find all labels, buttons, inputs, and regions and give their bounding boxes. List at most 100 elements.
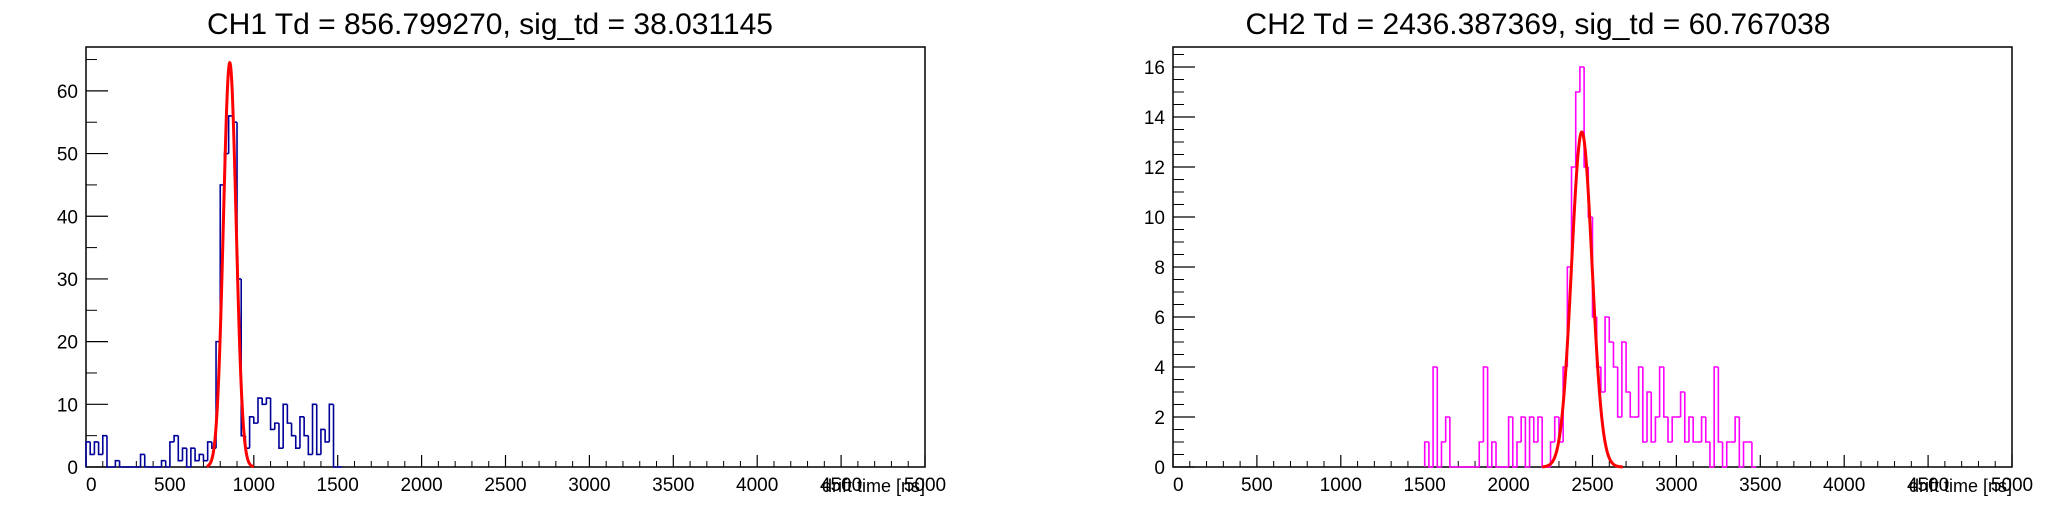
chart-ch2: CH2 Td = 2436.387369, sig_td = 60.767038… — [1144, 8, 2033, 496]
x-tick-label: 3000 — [1655, 475, 1697, 496]
x-tick-label: 4000 — [1823, 475, 1865, 496]
y-tick-label: 40 — [57, 207, 78, 228]
histogram-bin — [1642, 367, 1648, 443]
histogram-bin — [269, 398, 275, 431]
histogram-bin — [89, 441, 95, 456]
histogram-bin — [1516, 441, 1522, 467]
histogram-bin — [1688, 416, 1694, 442]
histogram-bin — [257, 397, 263, 424]
histogram-bin — [1658, 366, 1664, 417]
histogram-bin — [143, 454, 149, 468]
histogram-bin — [1482, 366, 1488, 442]
x-tick-label: 2500 — [484, 475, 526, 496]
y-tick-label: 14 — [1144, 108, 1166, 129]
x-tick-label: 2000 — [400, 475, 442, 496]
histogram-bin — [85, 441, 91, 467]
histogram-bin — [303, 416, 309, 437]
histogram-bin — [273, 422, 279, 430]
x-tick-label: 4500 — [1907, 475, 1949, 496]
gaussian-fit-curve — [206, 60, 255, 469]
histogram-bin — [1671, 416, 1677, 442]
histogram-bin — [169, 441, 175, 467]
histogram-bin — [1604, 316, 1610, 392]
histogram-bin — [1717, 367, 1723, 443]
x-tick-label: 2500 — [1571, 475, 1613, 496]
y-tick-label: 8 — [1154, 258, 1165, 279]
histogram-bin — [1612, 342, 1618, 368]
histogram-bin — [97, 441, 103, 456]
histogram-bin — [1700, 416, 1706, 442]
histogram-bin — [1646, 391, 1652, 442]
x-tick-label: 500 — [1241, 475, 1273, 496]
histogram-bin — [1663, 367, 1669, 418]
histogram-bin — [1532, 417, 1538, 443]
histogram-bin — [290, 423, 296, 437]
histogram-bin — [1616, 367, 1622, 418]
histogram-bin — [1579, 66, 1585, 92]
histogram-bin — [206, 441, 212, 461]
histogram-bin — [202, 454, 208, 462]
x-tick-label: 500 — [154, 475, 186, 496]
histogram-bin — [1440, 441, 1446, 467]
y-tick-label: 16 — [1144, 58, 1165, 79]
y-tick-label: 0 — [1154, 458, 1165, 479]
x-axis-label: drift time [ns] — [822, 476, 925, 496]
histogram-bin — [1486, 367, 1492, 468]
y-tick-label: 12 — [1144, 158, 1165, 179]
histogram-bin — [307, 435, 313, 456]
histogram-bin — [1520, 416, 1526, 442]
histogram-bin — [1713, 366, 1719, 467]
histogram-bin — [294, 435, 300, 449]
histogram-bin — [1683, 392, 1689, 443]
histogram-bin — [1725, 441, 1731, 467]
histogram-bin — [328, 403, 334, 442]
histogram-bin — [160, 459, 166, 467]
histogram-bin — [253, 416, 258, 424]
histogram-bin — [1704, 417, 1710, 443]
x-tick-label: 3000 — [568, 475, 610, 496]
histogram-bin — [1751, 442, 1757, 468]
histogram-bin — [101, 434, 107, 455]
histogram-bin — [1528, 416, 1534, 467]
x-axis-label: drift time [ns] — [1909, 476, 2012, 496]
histogram-bin — [1629, 392, 1635, 418]
histogram-bin — [286, 404, 292, 424]
histogram-bin — [1738, 417, 1744, 468]
x-tick-label: 0 — [1173, 475, 1184, 496]
y-tick-label: 10 — [57, 395, 78, 416]
histogram-bin — [1742, 441, 1748, 467]
histogram-bin — [1537, 416, 1543, 442]
histogram-bin — [1608, 317, 1614, 343]
histogram-bin — [1423, 441, 1429, 467]
histogram-bin — [1654, 416, 1660, 442]
chart-ch1: CH1 Td = 856.799270, sig_td = 38.031145 … — [57, 8, 946, 496]
x-tick-label: 3500 — [1739, 475, 1781, 496]
histogram-bin — [118, 460, 124, 468]
histogram-bin — [1436, 367, 1442, 468]
x-tick-label: 5000 — [904, 475, 946, 496]
x-tick-label: 5000 — [1991, 475, 2033, 496]
histogram-bin — [181, 447, 187, 461]
histogram-bin — [93, 441, 99, 455]
histogram-bin — [1570, 166, 1576, 267]
histogram-bin — [164, 460, 170, 468]
histogram-bin — [324, 429, 330, 443]
y-tick-label: 4 — [1154, 358, 1165, 379]
histogram-bin — [190, 447, 196, 467]
y-tick-label: 60 — [57, 82, 78, 103]
gaussian-fit-curve — [1542, 130, 1623, 469]
histogram-bin — [1625, 342, 1631, 393]
x-tick-label: 4500 — [820, 475, 862, 496]
histogram-bin — [1428, 442, 1434, 468]
histogram-bin — [315, 404, 321, 456]
histogram-bin — [1734, 416, 1740, 442]
histogram-bin — [1511, 417, 1517, 468]
histogram-bin — [1637, 366, 1643, 417]
plot-frame — [85, 46, 926, 468]
histogram-bin — [177, 435, 183, 462]
histogram-bin — [265, 397, 271, 405]
histogram-bin — [282, 403, 288, 449]
histogram-bin — [1432, 366, 1438, 467]
histogram-bin — [194, 448, 200, 462]
y-tick-label: 10 — [1144, 208, 1165, 229]
